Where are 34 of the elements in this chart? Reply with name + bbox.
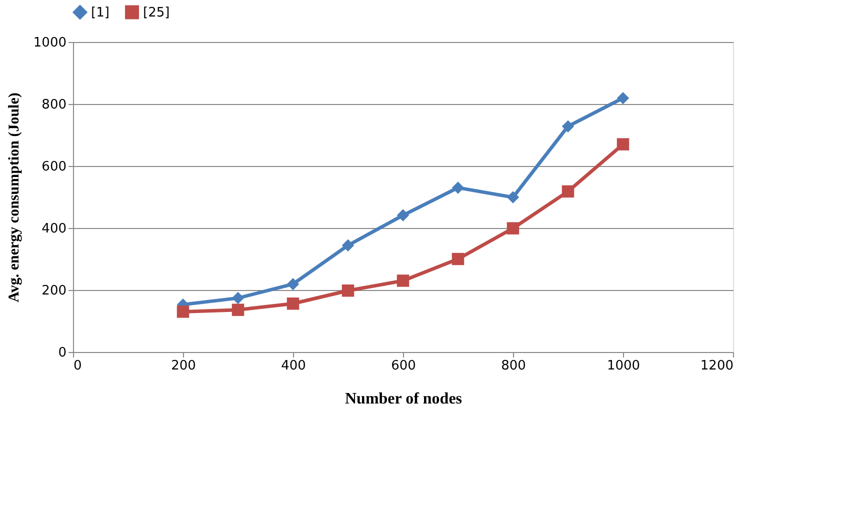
legend-label: [1] — [91, 5, 110, 20]
point — [232, 304, 244, 316]
y-tick-label: 0 — [58, 346, 66, 360]
x-tick-label: 200 — [171, 358, 196, 374]
y-axis-title: Avg. energy consumption (Joule) — [6, 92, 22, 302]
point — [506, 191, 520, 204]
point — [616, 138, 630, 150]
y-tick-label: 200 — [42, 284, 66, 298]
x-tick-label: 400 — [281, 358, 306, 374]
x-tick-label: 1200 — [700, 358, 734, 374]
point — [396, 274, 410, 287]
point — [232, 292, 244, 304]
point — [616, 92, 630, 104]
y-tick-label: 1000 — [33, 36, 66, 50]
point — [396, 209, 410, 222]
point — [452, 252, 464, 266]
point — [452, 182, 464, 194]
x-tick-label: 1000 — [606, 358, 640, 374]
point — [506, 222, 520, 234]
point — [342, 239, 354, 252]
legend-label: [25] — [143, 5, 170, 20]
point — [176, 306, 190, 318]
x-tick-label: 800 — [501, 358, 526, 374]
point — [342, 284, 354, 297]
point — [286, 278, 300, 290]
point — [562, 120, 574, 132]
x-tick-label: 600 — [391, 358, 416, 374]
y-tick-label: 800 — [42, 98, 66, 112]
y-tick-label: 600 — [42, 160, 66, 174]
y-tick-label: 400 — [42, 222, 66, 236]
x-tick-label: 0 — [74, 358, 82, 374]
x-axis-title: Number of nodes — [344, 390, 462, 408]
point — [562, 185, 574, 198]
point — [286, 298, 300, 310]
